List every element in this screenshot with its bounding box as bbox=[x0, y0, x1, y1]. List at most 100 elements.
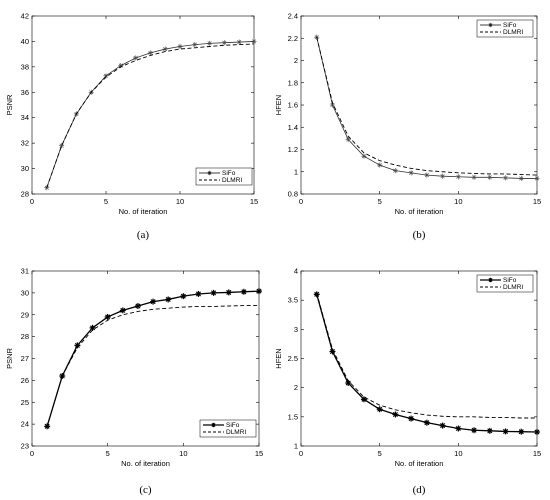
chart-panel-2: 0 5 10 15 0.8 1 1.2 1.4 1.6 1.8 2 2.2 2.4 No. of iter… bbox=[274, 12, 541, 217]
data-point bbox=[345, 380, 352, 386]
x-tick-label: 0 bbox=[299, 197, 303, 206]
y-tick-label: 1.2 bbox=[288, 145, 298, 154]
x-tick-label: 0 bbox=[30, 197, 34, 206]
series-dlmri bbox=[46, 305, 259, 427]
y-axis-label: PSNR bbox=[5, 94, 14, 115]
series-dlmri bbox=[316, 293, 537, 419]
series-line-dlmri bbox=[46, 43, 255, 188]
legend-label: SiFo bbox=[503, 277, 517, 284]
chart-panel-3: 0 5 10 15 23 24 25 26 27 28 29 30 31 No. of iteration… bbox=[5, 267, 263, 469]
x-tick-label: 10 bbox=[454, 197, 462, 206]
data-point bbox=[360, 396, 367, 403]
y-tick-label: 1.8 bbox=[288, 78, 298, 87]
data-point bbox=[440, 173, 446, 179]
series-line-sifo bbox=[46, 290, 260, 427]
y-tick-label: 1.4 bbox=[288, 123, 298, 132]
data-point bbox=[44, 423, 51, 430]
data-point bbox=[251, 38, 257, 45]
y-tick-label: 1 bbox=[294, 167, 298, 176]
data-point bbox=[471, 174, 477, 180]
y-tick-label: 2 bbox=[294, 383, 298, 392]
x-axis-label: No. of iteration bbox=[121, 459, 170, 468]
data-point bbox=[177, 43, 183, 50]
x-tick-label: 15 bbox=[533, 197, 541, 206]
data-point bbox=[210, 289, 217, 296]
x-axis-label: No. of iteration bbox=[395, 207, 444, 216]
y-tick-label: 24 bbox=[21, 420, 29, 429]
legend-label: DLMRI bbox=[503, 284, 523, 291]
legend-label: DLMRI bbox=[503, 29, 523, 36]
series-sifo bbox=[313, 291, 540, 435]
x-tick-label: 15 bbox=[250, 197, 258, 206]
y-tick-label: 0.8 bbox=[288, 190, 298, 199]
legend-marker bbox=[488, 22, 493, 28]
x-tick-label: 10 bbox=[454, 449, 462, 458]
y-tick-label: 2.4 bbox=[288, 12, 298, 21]
x-tick-label: 0 bbox=[299, 449, 303, 458]
data-point bbox=[180, 293, 187, 300]
data-point bbox=[455, 174, 461, 180]
data-point bbox=[195, 290, 202, 297]
y-tick-label: 23 bbox=[21, 442, 29, 451]
y-tick-label: 25 bbox=[21, 398, 29, 407]
data-point bbox=[392, 168, 398, 174]
data-point bbox=[133, 55, 139, 61]
data-point bbox=[134, 303, 141, 309]
data-point bbox=[487, 174, 493, 180]
series-line-sifo bbox=[46, 41, 255, 188]
y-tick-label: 28 bbox=[21, 332, 29, 341]
y-tick-label: 28 bbox=[21, 190, 29, 199]
data-point bbox=[103, 73, 109, 79]
x-tick-label: 10 bbox=[176, 197, 184, 206]
series-dlmri bbox=[46, 43, 255, 188]
data-point bbox=[207, 40, 213, 46]
series-line-dlmri bbox=[316, 37, 538, 176]
data-point bbox=[392, 411, 399, 418]
series-line-sifo bbox=[316, 294, 538, 433]
data-point bbox=[439, 422, 446, 429]
series-line-dlmri bbox=[46, 305, 259, 427]
data-point bbox=[534, 175, 540, 182]
data-point bbox=[518, 175, 524, 182]
data-point bbox=[221, 40, 227, 46]
data-point bbox=[256, 288, 262, 295]
data-point bbox=[165, 296, 172, 303]
data-point bbox=[534, 429, 540, 435]
x-tick-label: 5 bbox=[378, 197, 382, 206]
y-axis-label: HFEN bbox=[274, 95, 283, 115]
y-tick-label: 3.5 bbox=[288, 296, 298, 305]
legend-item-sifo: SiFo bbox=[199, 170, 236, 177]
data-point bbox=[424, 172, 430, 178]
legend-item-dlmri: DLMRI bbox=[480, 284, 523, 291]
legend-marker bbox=[207, 170, 212, 176]
data-point bbox=[408, 170, 414, 176]
x-axis-label: No. of iteration bbox=[119, 207, 168, 216]
x-tick-label: 10 bbox=[179, 449, 187, 458]
legend-marker bbox=[211, 422, 216, 428]
series-sifo bbox=[44, 288, 262, 430]
y-axis-label: HFEN bbox=[274, 348, 283, 368]
data-point bbox=[502, 428, 509, 435]
x-tick-label: 15 bbox=[255, 449, 263, 458]
data-point bbox=[423, 419, 430, 426]
y-tick-label: 32 bbox=[21, 139, 29, 148]
data-point bbox=[471, 427, 478, 434]
y-axis-label: PSNR bbox=[5, 348, 14, 369]
y-tick-label: 31 bbox=[21, 267, 29, 276]
x-tick-label: 5 bbox=[106, 449, 110, 458]
panel-caption: (b) bbox=[413, 229, 426, 241]
x-axis-label: No. of iteration bbox=[395, 459, 444, 468]
x-tick-label: 5 bbox=[378, 449, 382, 458]
legend-item-dlmri: DLMRI bbox=[203, 429, 246, 436]
data-point bbox=[329, 348, 336, 355]
data-point bbox=[486, 427, 493, 434]
data-point bbox=[408, 415, 415, 422]
data-point bbox=[455, 425, 462, 432]
y-tick-label: 36 bbox=[21, 88, 29, 97]
plot-frame bbox=[31, 15, 255, 195]
legend-label: DLMRI bbox=[226, 429, 246, 436]
data-point bbox=[518, 428, 525, 435]
panel-caption: (a) bbox=[137, 229, 150, 241]
